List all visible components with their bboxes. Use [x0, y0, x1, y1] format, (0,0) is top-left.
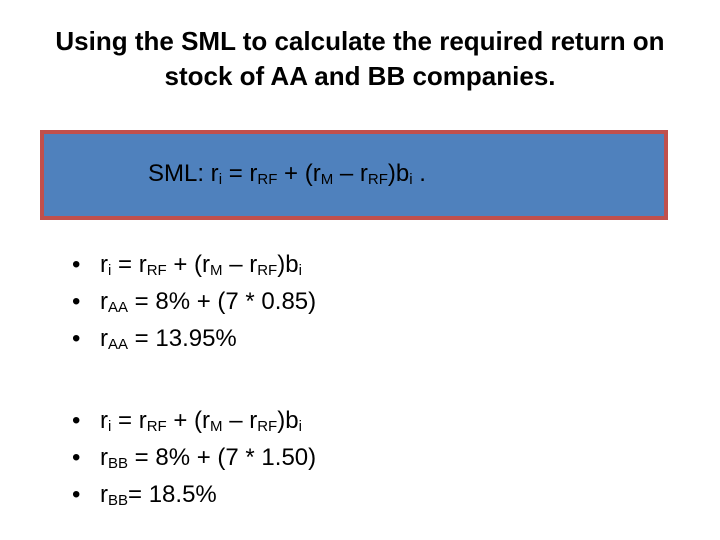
text-run: )b — [277, 407, 299, 434]
text-run: r — [100, 288, 108, 315]
subscript: RF — [146, 418, 167, 435]
bullet-item: rAA = 13.95% — [72, 320, 316, 357]
subscript: i — [298, 262, 302, 279]
subscript: i — [218, 171, 223, 188]
subscript: M — [320, 171, 334, 188]
text-run: )b — [277, 251, 299, 278]
text-run: + (r — [277, 160, 321, 187]
formula-text: SML: ri = rRF + (rM – rRF)bi . — [148, 160, 426, 188]
subscript: RF — [257, 418, 278, 435]
subscript: AA — [108, 336, 129, 353]
subscript: BB — [108, 492, 129, 509]
subscript: RF — [257, 171, 278, 188]
text-run: SML: r — [148, 160, 219, 187]
text-run: = 8% + (7 * 0.85) — [128, 288, 317, 315]
subscript: RF — [367, 171, 388, 188]
title-line: stock of AA and BB companies. — [164, 61, 556, 91]
subscript: i — [108, 418, 112, 435]
bullet-item: rBB = 8% + (7 * 1.50) — [72, 439, 316, 476]
text-run: r — [100, 481, 108, 508]
title-line: Using the SML to calculate the required … — [55, 26, 665, 56]
text-run: = r — [222, 160, 258, 187]
text-run: = 18.5% — [128, 481, 217, 508]
text-run: – r — [222, 251, 258, 278]
text-run: r — [100, 251, 108, 278]
text-run: r — [100, 407, 108, 434]
subscript: i — [298, 418, 302, 435]
subscript: i — [108, 262, 112, 279]
text-run: = 8% + (7 * 1.50) — [128, 444, 317, 471]
text-run: = r — [111, 251, 147, 278]
formula-box: SML: ri = rRF + (rM – rRF)bi . — [40, 130, 668, 220]
bullet-item: ri = rRF + (rM – rRF)bi — [72, 246, 316, 283]
text-run: + (r — [166, 407, 211, 434]
bullet-item: rAA = 8% + (7 * 0.85) — [72, 283, 316, 320]
bullet-item: ri = rRF + (rM – rRF)bi — [72, 402, 316, 439]
subscript: BB — [108, 455, 129, 472]
subscript: M — [210, 262, 223, 279]
subscript: RF — [146, 262, 167, 279]
bullet-group: ri = rRF + (rM – rRF)birBB = 8% + (7 * 1… — [72, 402, 316, 513]
subscript: i — [409, 171, 413, 188]
text-run: = 13.95% — [128, 325, 237, 352]
text-run: r — [100, 444, 108, 471]
text-run: = r — [111, 407, 147, 434]
text-run: . — [412, 160, 426, 187]
bullet-item: rBB= 18.5% — [72, 476, 316, 513]
text-run: )b — [387, 160, 410, 187]
subscript: M — [210, 418, 223, 435]
slide-title: Using the SML to calculate the required … — [0, 24, 720, 94]
text-run: – r — [222, 407, 258, 434]
bullet-group: ri = rRF + (rM – rRF)birAA = 8% + (7 * 0… — [72, 246, 316, 357]
text-run: r — [100, 325, 108, 352]
text-run: – r — [333, 160, 368, 187]
subscript: RF — [257, 262, 278, 279]
text-run: + (r — [166, 251, 211, 278]
subscript: AA — [108, 299, 129, 316]
